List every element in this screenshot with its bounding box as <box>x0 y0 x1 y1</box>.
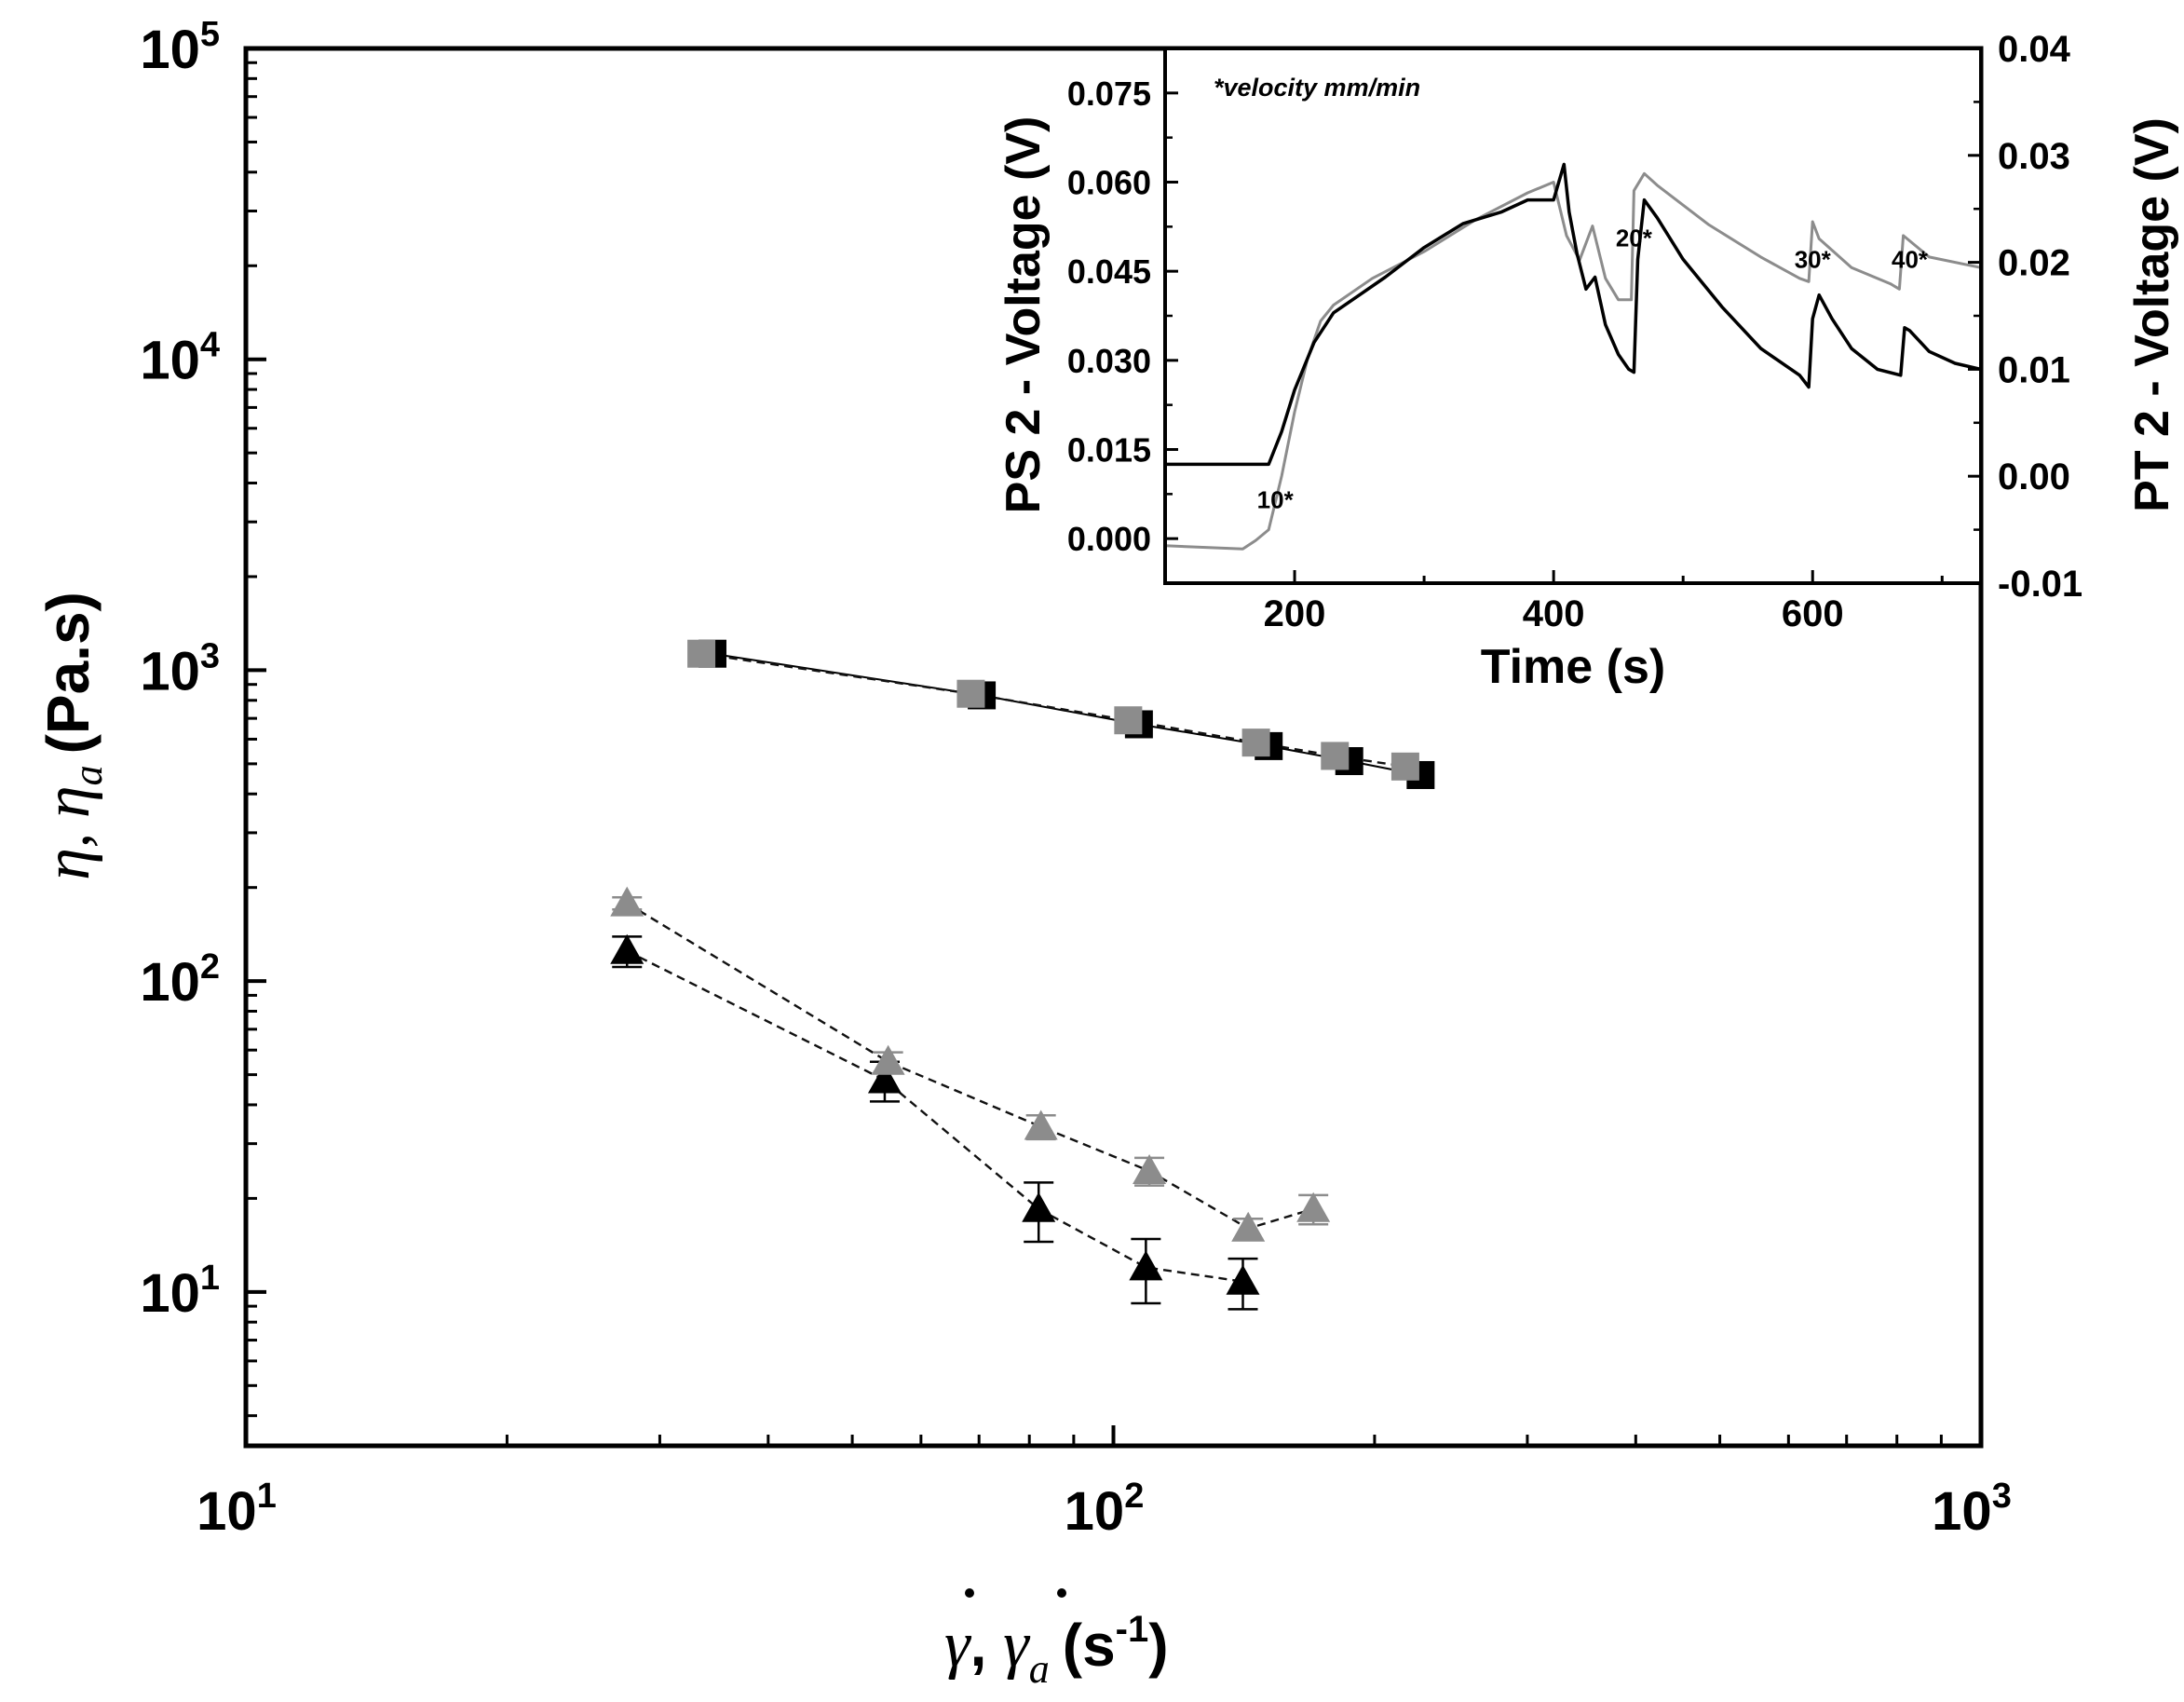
square-marker <box>1114 706 1143 735</box>
inset-series-ps2 <box>1165 162 1982 467</box>
triangle-marker <box>1296 1191 1331 1222</box>
svg-text:η, ηa(Pa.s): η, ηa(Pa.s) <box>32 592 111 880</box>
inset-series-lines <box>1164 162 1982 551</box>
x-tick-label: 103 <box>1932 1477 2012 1542</box>
triangle-marker <box>1022 1191 1056 1222</box>
inset-y-right-tick-label: 0.02 <box>1998 243 2070 284</box>
inset-plot-frame <box>1163 47 1983 585</box>
y-tick-label: 103 <box>140 636 220 701</box>
inset-y-left-tick-label: 0.000 <box>1067 520 1151 558</box>
y-tick-label: 105 <box>140 15 220 80</box>
inset-y-left-tick-label: 0.030 <box>1067 342 1151 380</box>
series-line-eta_a_triangles_black <box>626 949 1243 1283</box>
series-line-eta_a_squares_gray <box>700 652 1406 768</box>
main-tick-labels: 101 102 103 101 102 103 104 105 <box>140 15 2011 1542</box>
inset-y-right-tick-label: 0.01 <box>1998 349 2070 390</box>
inset-plot: 200 400 600 0.000 0.015 0.030 0.045 0.060 0.075 -… <box>997 29 2179 694</box>
svg-text:PT 2 - Voltage (V): PT 2 - Voltage (V) <box>2125 117 2179 512</box>
inset-annotation: *velocity mm/min <box>1214 74 1420 102</box>
inset-event-label: 10* <box>1257 486 1295 514</box>
main-series-lines <box>626 652 1421 1283</box>
inset-y-left-tick-label: 0.015 <box>1067 431 1151 470</box>
inset-tick-labels: 200 400 600 0.000 0.015 0.030 0.045 0.060 0.075 -… <box>1067 29 2082 634</box>
x-label-dot-2 <box>1057 1588 1066 1598</box>
inset-y-left-tick-label: 0.075 <box>1067 75 1151 113</box>
square-marker <box>687 639 716 668</box>
inset-x-tick-label: 200 <box>1264 593 1326 634</box>
x-tick-label: 101 <box>197 1477 277 1542</box>
triangle-marker <box>867 1063 902 1094</box>
inset-y-left-tick-label: 0.045 <box>1067 252 1151 291</box>
inset-x-tick-label: 400 <box>1523 593 1585 634</box>
triangle-marker <box>1129 1250 1163 1281</box>
inset-x-axis-label: Time (s) <box>1481 640 1665 694</box>
x-tick-label: 102 <box>1065 1477 1145 1542</box>
main-x-axis-label: γ, γa (s-1) <box>944 1588 1169 1692</box>
main-y-axis-label: η, ηa(Pa.s) <box>32 592 111 880</box>
y-tick-label: 102 <box>140 947 220 1013</box>
inset-x-tick-label: 600 <box>1782 593 1844 634</box>
main-error-bars <box>612 895 1329 1311</box>
y-tick-label: 101 <box>140 1259 220 1324</box>
square-marker <box>1241 728 1270 757</box>
square-marker <box>956 679 985 708</box>
inset-event-labels: 10* 20* 30* 40* <box>1257 224 1929 513</box>
inset-background <box>1165 48 1981 583</box>
triangle-marker <box>610 886 644 917</box>
y-tick-label: 104 <box>140 326 220 391</box>
triangle-marker <box>1133 1153 1167 1184</box>
inset-y-right-tick-label: -0.01 <box>1998 564 2082 605</box>
inset-series-pt2 <box>1164 171 1982 551</box>
main-axis-ticks <box>244 61 1983 1446</box>
triangle-marker <box>1024 1110 1058 1140</box>
inset-right-axis-label: PT 2 - Voltage (V) <box>2125 117 2179 512</box>
inset-event-label: 20* <box>1616 224 1653 252</box>
inset-y-right-tick-label: 0.03 <box>1998 136 2070 177</box>
triangle-marker <box>1231 1211 1266 1242</box>
triangle-marker <box>1226 1264 1260 1295</box>
svg-text:PS 2 - Voltage (V): PS 2 - Voltage (V) <box>997 116 1051 514</box>
series-line-eta_a_triangles_gray <box>626 902 1314 1230</box>
inset-event-label: 40* <box>1892 245 1929 273</box>
main-plot: 101 102 103 101 102 103 104 105 η, ηa(Pa.s) γ, … <box>32 15 2012 1692</box>
x-label-dot-1 <box>965 1588 974 1598</box>
svg-text:γ, γa(s-1): γ, γa (s-1) <box>944 1609 1169 1692</box>
main-markers <box>610 639 1435 1295</box>
inset-y-left-tick-label: 0.060 <box>1067 164 1151 202</box>
inset-event-label: 30* <box>1795 245 1832 273</box>
inset-y-right-tick-label: 0.00 <box>1998 456 2070 497</box>
inset-left-axis-label: PS 2 - Voltage (V) <box>997 116 1051 514</box>
triangle-marker <box>610 933 644 964</box>
square-marker <box>1321 742 1350 770</box>
triangle-marker <box>871 1044 905 1075</box>
square-marker <box>1390 752 1419 781</box>
inset-y-right-tick-label: 0.04 <box>1998 29 2071 70</box>
